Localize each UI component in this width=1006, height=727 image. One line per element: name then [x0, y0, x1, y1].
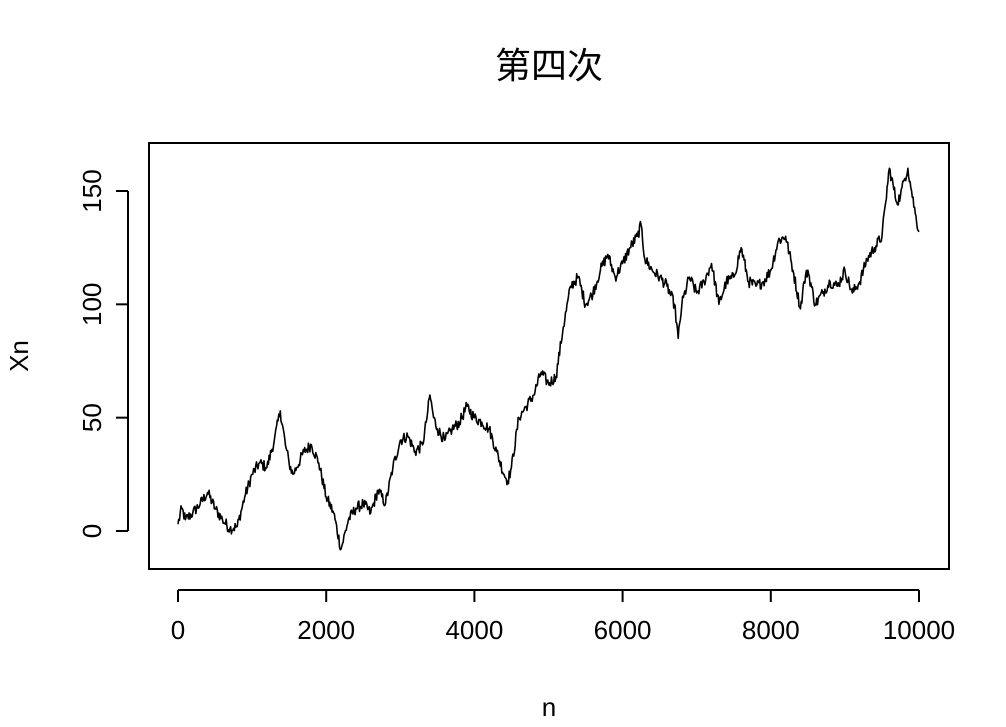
chart-title: 第四次 [495, 46, 603, 87]
x-tick-label: 4000 [445, 615, 503, 645]
x-tick-label: 10000 [883, 615, 955, 645]
plot-frame [148, 142, 950, 570]
y-tick-label: 100 [77, 283, 107, 326]
x-tick-label: 0 [171, 615, 185, 645]
y-tick-label: 0 [77, 524, 107, 538]
x-tick-label: 6000 [594, 615, 652, 645]
y-axis-label: Xn [4, 340, 34, 372]
series-line [177, 167, 920, 551]
y-axis: 0 50 100 150 [77, 169, 129, 538]
x-axis-label: n [542, 692, 556, 722]
y-tick-label: 50 [77, 403, 107, 432]
x-tick-label: 8000 [742, 615, 800, 645]
x-tick-label: 2000 [297, 615, 355, 645]
y-tick-label: 150 [77, 169, 107, 212]
x-axis: 0 2000 4000 6000 8000 10000 [171, 589, 955, 645]
